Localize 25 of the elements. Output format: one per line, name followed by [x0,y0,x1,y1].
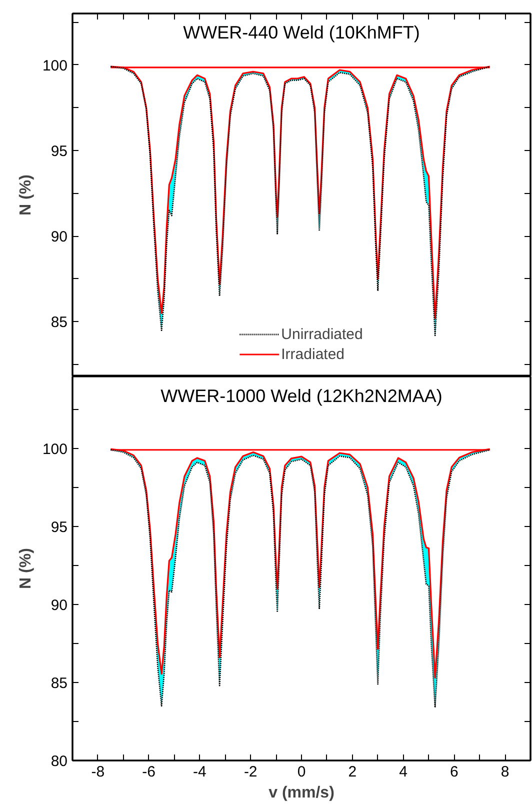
x-tick-label: -8 [91,764,105,780]
legend-label: Unirradiated [281,326,363,342]
y-tick-label: 85 [50,314,68,332]
y-tick-label: 90 [50,596,68,614]
x-tick-label: -6 [142,764,156,780]
y-tick-label: 90 [50,228,68,246]
text: WWER-1000 Weld (12Kh2N2MAA) [160,386,442,406]
y-tick-label: 95 [50,142,68,160]
y-tick-label: 85 [50,674,68,692]
x-tick-label: 4 [399,764,408,780]
x-tick-label: 6 [450,764,458,780]
x-tick-label: -4 [193,764,206,780]
y-tick-label: 100 [42,57,68,74]
x-tick-label: 0 [297,764,306,780]
y-axis-title: N (%) [17,548,34,589]
legend-label: Irradiated [281,346,345,362]
x-tick-label: 8 [500,764,510,780]
y-tick-label: 80 [50,753,68,770]
x-tick-label: 2 [348,764,357,780]
text: WWER-440 Weld (10KhMFT) [183,22,420,43]
x-tick-label: -2 [244,764,258,780]
y-tick-label: 95 [50,518,68,536]
y-axis-title: N (%) [17,174,34,216]
y-tick-label: 100 [42,440,68,458]
x-axis-title: v (mm/s) [268,784,334,802]
